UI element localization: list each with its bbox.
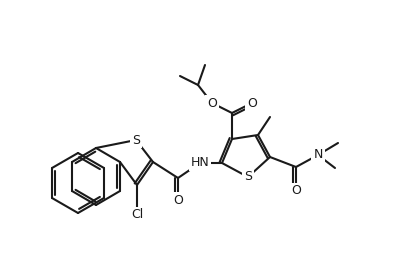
Text: HN: HN (190, 157, 209, 169)
Text: S: S (132, 134, 140, 147)
Text: N: N (312, 148, 322, 162)
Text: O: O (247, 97, 256, 110)
Text: O: O (290, 185, 300, 197)
Text: S: S (243, 171, 251, 183)
Text: O: O (207, 97, 217, 110)
Text: Cl: Cl (131, 209, 143, 221)
Text: O: O (173, 194, 182, 206)
